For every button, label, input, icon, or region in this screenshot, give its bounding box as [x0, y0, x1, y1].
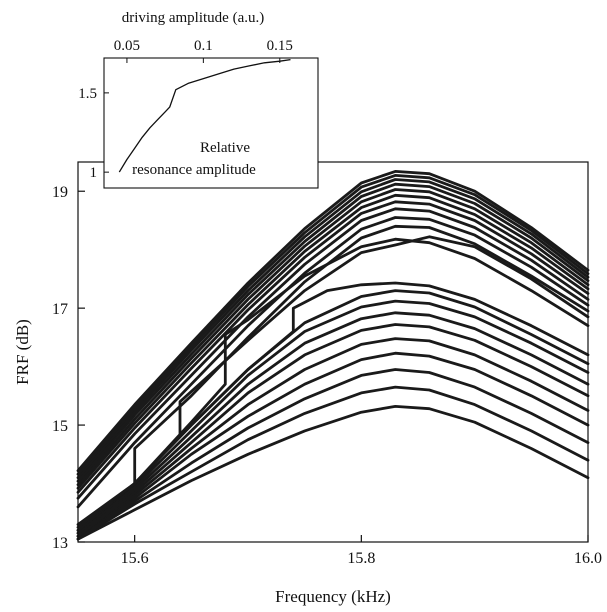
main-chart: 15.6 15.8 16.0 13 15 17 19 Frequency (kHz) FRF…	[13, 161, 602, 606]
x-axis-label: Frequency (kHz)	[275, 587, 391, 606]
frf-curve-12	[76, 235, 590, 529]
frf-curve-15	[76, 207, 590, 500]
inset-chart: 0.05 0.1 0.15 1 1.5 driving amplitude (a.u.)…	[78, 10, 319, 189]
y-axis-label: FRF (dB)	[13, 319, 32, 385]
y-tick-label: 13	[52, 535, 68, 552]
frf-curve-3	[76, 368, 590, 541]
inset-y-tick-label: 1.5	[78, 86, 97, 102]
main-series-group	[76, 170, 590, 541]
main-plot-frame	[77, 161, 589, 543]
frf-curve-16	[76, 200, 590, 494]
frf-curve-17	[76, 193, 590, 490]
x-tick-label: 15.8	[347, 550, 375, 567]
inset-axis-ticks: 0.05 0.1 0.15 1 1.5	[78, 38, 293, 181]
inset-x-tick-label: 0.05	[114, 38, 140, 54]
inset-curve-1	[118, 58, 291, 173]
inset-series-group	[118, 58, 291, 173]
inset-x-tick-label: 0.15	[267, 38, 293, 54]
frf-curve-19	[76, 182, 590, 483]
frf-curve-22	[76, 170, 590, 473]
frf-curve-21	[76, 174, 590, 476]
inset-x-tick-label: 0.1	[194, 38, 213, 54]
inset-x-axis-label: driving amplitude (a.u.)	[122, 10, 264, 26]
frf-curve-2	[76, 385, 590, 541]
y-tick-label: 19	[52, 184, 68, 201]
frf-curve-14	[76, 216, 590, 509]
frf-curve-18	[76, 188, 590, 487]
frf-curve-20	[76, 178, 590, 480]
frf-curve-11	[76, 237, 590, 532]
y-tick-label: 15	[52, 418, 68, 435]
inset-annotation-line-1: Relative	[200, 140, 250, 156]
frf-curve-6	[76, 323, 590, 538]
inset-annotation-line-2: resonance amplitude	[132, 162, 256, 178]
frf-curve-13	[76, 224, 590, 526]
frf-curve-1	[76, 405, 590, 541]
x-tick-label: 16.0	[574, 550, 602, 567]
inset-background	[104, 58, 318, 188]
inset-y-tick-label: 1	[90, 165, 98, 181]
frf-curve-8	[76, 299, 590, 535]
frf-curve-5	[76, 337, 590, 538]
y-tick-label: 17	[52, 301, 68, 318]
frf-curve-4	[76, 351, 590, 538]
main-axis-ticks: 15.6 15.8 16.0 13 15 17 19	[52, 184, 602, 567]
inset-plot-frame	[103, 57, 319, 189]
frf-curve-7	[76, 311, 590, 535]
frf-curve-10	[76, 281, 590, 532]
x-tick-label: 15.6	[121, 550, 149, 567]
